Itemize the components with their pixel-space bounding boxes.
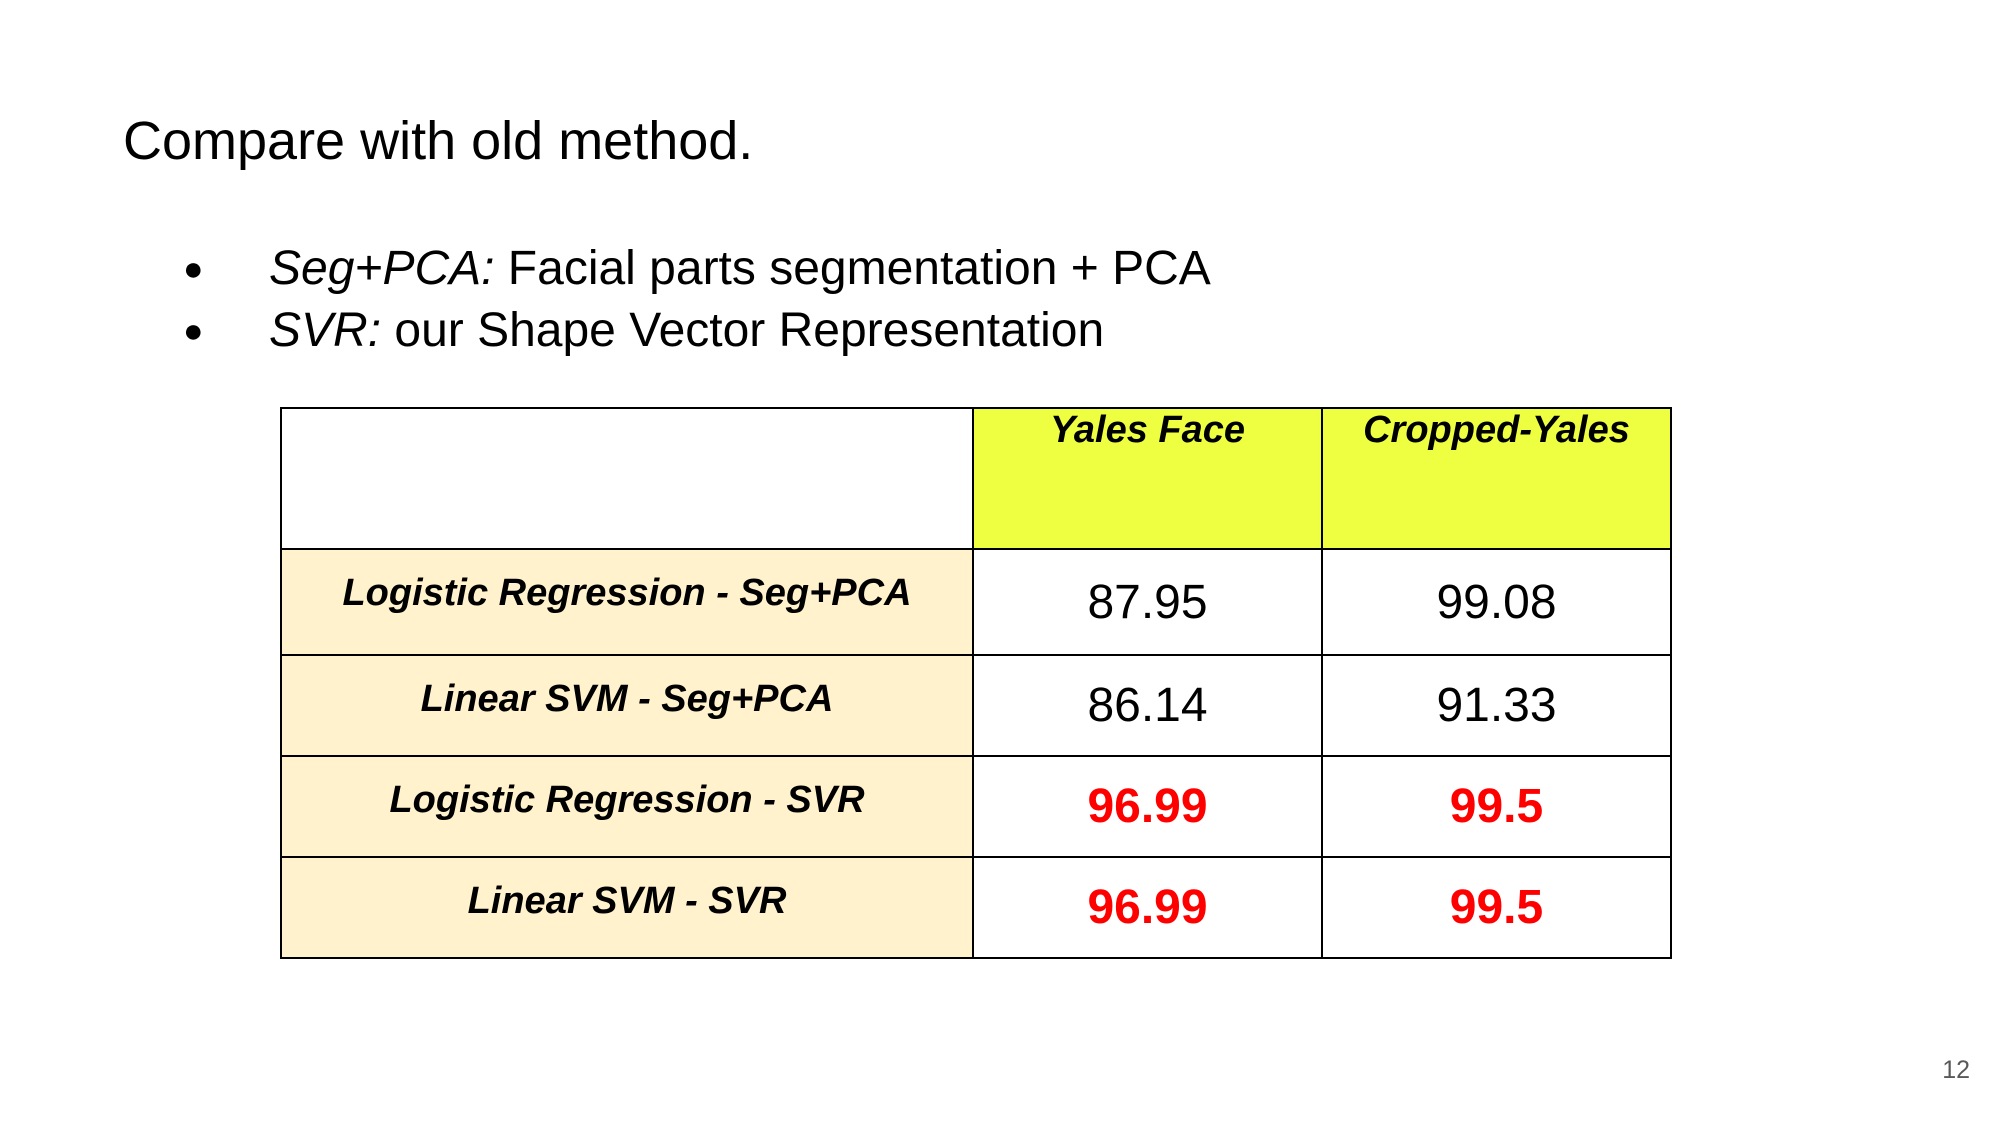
bullet-term: Seg+PCA: [269, 242, 495, 295]
best-value-cell: 99.5 [1321, 856, 1672, 959]
table-row: Logistic Regression - SVR 96.99 99.5 [280, 755, 1672, 858]
bullet-text: SVR: our Shape Vector Representation [269, 300, 1104, 362]
header-corner-cell [280, 407, 974, 550]
slide-title: Compare with old method. [123, 111, 754, 171]
value-cell: 87.95 [972, 548, 1323, 656]
results-table: Yales Face Cropped-Yales Logistic Regres… [280, 407, 1672, 959]
value-cell: 99.08 [1321, 548, 1672, 656]
table-row: Linear SVM - Seg+PCA 86.14 91.33 [280, 654, 1672, 757]
table-row: Logistic Regression - Seg+PCA 87.95 99.0… [280, 548, 1672, 656]
header-yales-face: Yales Face [972, 407, 1323, 550]
table-row: Linear SVM - SVR 96.99 99.5 [280, 856, 1672, 959]
best-value-cell: 99.5 [1321, 755, 1672, 858]
bullet-item: ● SVR: our Shape Vector Representation [183, 300, 1211, 362]
bullet-item: ● Seg+PCA: Facial parts segmentation + P… [183, 238, 1211, 300]
bullet-text: Seg+PCA: Facial parts segmentation + PCA [269, 238, 1211, 300]
method-cell: Linear SVM - Seg+PCA [280, 654, 974, 757]
bullet-list: ● Seg+PCA: Facial parts segmentation + P… [183, 238, 1211, 362]
method-cell: Logistic Regression - SVR [280, 755, 974, 858]
table-header-row: Yales Face Cropped-Yales [280, 407, 1672, 550]
method-cell: Linear SVM - SVR [280, 856, 974, 959]
bullet-desc: Facial parts segmentation + PCA [494, 242, 1211, 295]
page-number: 12 [1942, 1056, 1970, 1084]
value-cell: 91.33 [1321, 654, 1672, 757]
value-cell: 86.14 [972, 654, 1323, 757]
best-value-cell: 96.99 [972, 755, 1323, 858]
bullet-dot-icon: ● [183, 250, 204, 288]
method-cell: Logistic Regression - Seg+PCA [280, 548, 974, 656]
bullet-dot-icon: ● [183, 312, 204, 350]
bullet-term: SVR: [269, 304, 382, 357]
bullet-desc: our Shape Vector Representation [381, 304, 1105, 357]
header-cropped-yales: Cropped-Yales [1321, 407, 1672, 550]
best-value-cell: 96.99 [972, 856, 1323, 959]
